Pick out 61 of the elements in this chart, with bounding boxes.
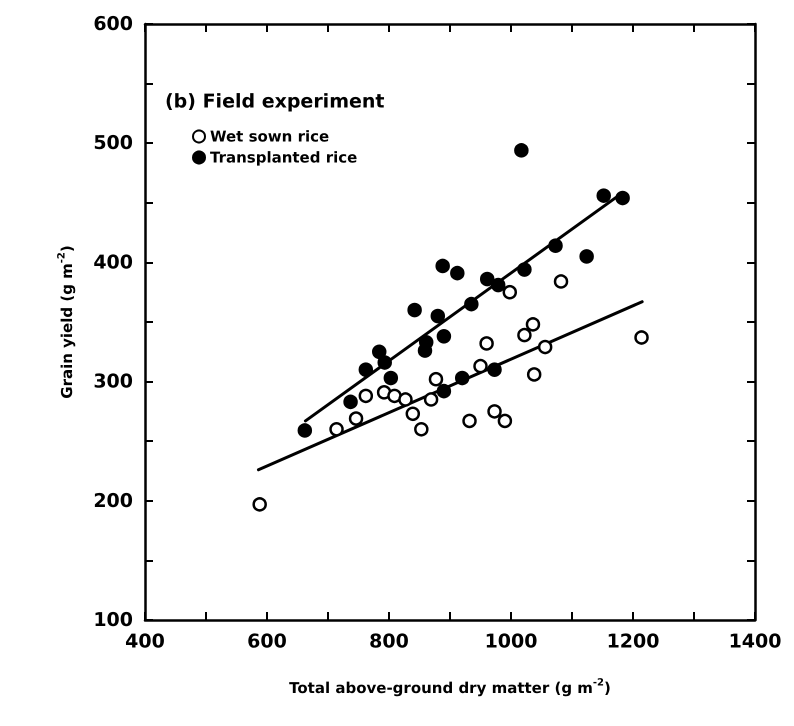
point [358,388,374,404]
point [538,340,552,354]
point [424,392,438,407]
point [407,302,422,318]
y-tick-label: 200 [93,490,133,512]
point [387,388,402,404]
x-tick-label: 1400 [728,630,782,652]
x-tick-label: 1000 [484,630,538,652]
point [634,330,649,345]
point [384,370,398,386]
point [479,336,494,351]
point [414,422,429,437]
y-tick-label: 300 [93,370,133,393]
y-tick-label: 600 [93,13,133,35]
point [526,317,540,332]
y-axis-title: Grain yield (g m-2) [56,245,76,399]
point [406,406,420,422]
point [487,404,502,419]
point [252,497,267,512]
point [435,258,450,274]
point [329,422,344,437]
point [473,358,488,374]
point [464,296,479,312]
point [348,411,364,426]
point [454,370,470,386]
point [487,362,502,377]
point [462,414,477,428]
point [596,188,611,203]
point [526,367,542,382]
point [554,274,568,289]
x-tick-label: 400 [125,630,165,652]
point [428,372,444,386]
x-tick-label: 600 [247,630,287,652]
point [548,238,563,253]
legend-title: (b) Field experiment [165,90,384,112]
point [398,392,413,407]
point [579,249,594,264]
point [517,262,532,277]
legend-label: Wet sown rice [210,128,330,146]
point [502,284,518,300]
legend-label: Transplanted rice [210,148,358,166]
point [436,329,452,344]
y-tick-label: 400 [93,251,133,274]
point [615,190,630,206]
y-tick-label: 100 [93,609,133,631]
point [298,423,312,438]
y-tick-label: 500 [93,132,133,154]
point [450,266,465,280]
point [490,278,506,292]
x-tick-label: 1200 [606,630,660,652]
point [343,394,358,410]
point [372,344,386,360]
x-tick-label: 800 [369,630,409,652]
point [514,143,529,158]
point [377,355,392,370]
point [480,272,494,286]
point [498,414,512,428]
point [517,328,532,342]
point [430,308,446,324]
point [358,362,374,377]
point [436,384,452,398]
